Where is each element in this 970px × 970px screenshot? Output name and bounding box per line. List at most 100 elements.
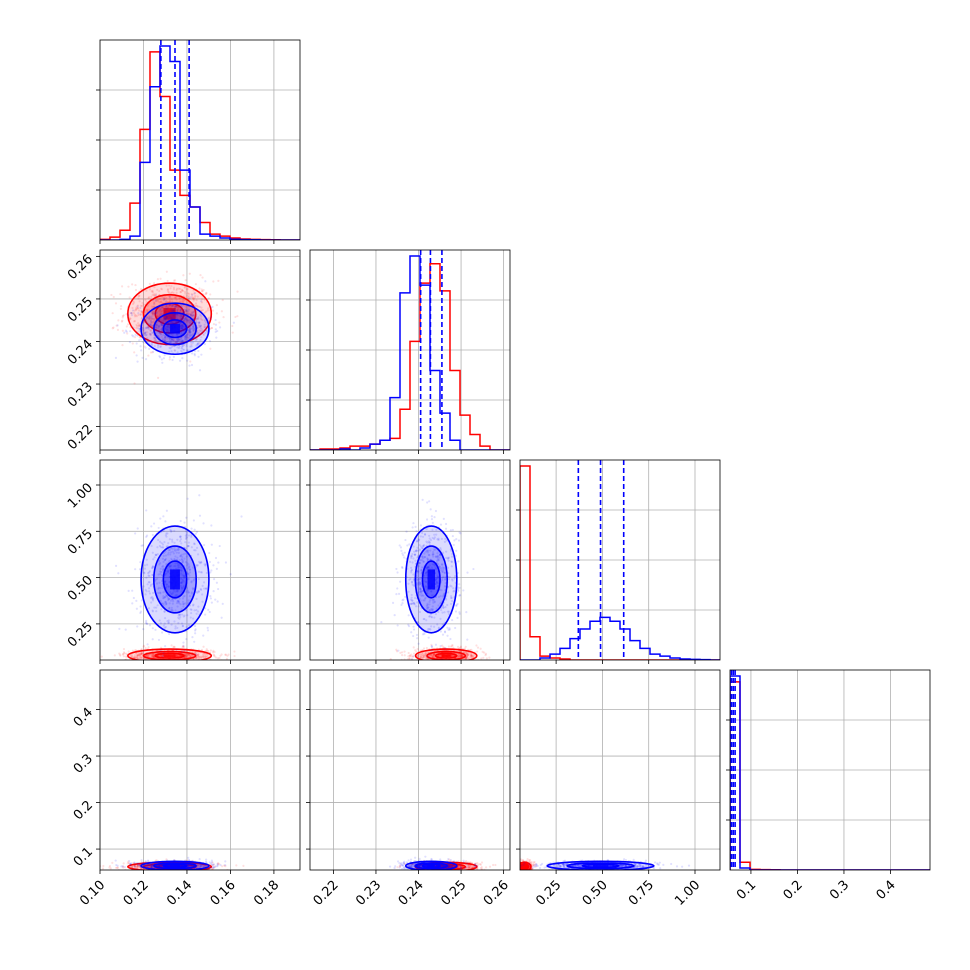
scatter-point [143, 333, 146, 337]
scatter-point [150, 305, 154, 308]
scatter-point [203, 319, 206, 322]
scatter-point [199, 655, 203, 658]
scatter-point [154, 553, 157, 556]
scatter-point [150, 865, 153, 868]
scatter-point [121, 314, 125, 318]
scatter-point [164, 600, 167, 603]
scatter-point [191, 314, 194, 317]
scatter-point [409, 602, 412, 606]
scatter-point [209, 317, 212, 321]
scatter-point [180, 650, 184, 653]
scatter-point [446, 626, 449, 629]
scatter-point [169, 553, 172, 556]
scatter-point [136, 527, 139, 530]
scatter-point [208, 551, 211, 555]
scatter-point [170, 530, 173, 533]
scatter-point [158, 544, 162, 548]
scatter-point [443, 631, 447, 634]
scatter-point [125, 313, 128, 316]
scatter-point [200, 298, 203, 301]
scatter-point [139, 313, 142, 316]
scatter-point [190, 345, 193, 348]
scatter-point [150, 311, 153, 314]
scatter-point [149, 584, 152, 588]
scatter-point [200, 660, 202, 662]
scatter-point [170, 285, 173, 288]
scatter-point [171, 317, 174, 320]
scatter-point [134, 283, 137, 287]
scatter-point [433, 653, 436, 656]
scatter-point [136, 871, 138, 873]
scatter-point [124, 628, 127, 631]
scatter-point [168, 300, 171, 303]
scatter-point [399, 580, 402, 583]
scatter-point [151, 565, 154, 568]
scatter-point [210, 569, 213, 572]
scatter-point [181, 660, 183, 662]
scatter-point [198, 863, 201, 867]
scatter-point [200, 588, 203, 591]
scatter-point [204, 655, 207, 658]
scatter-point [180, 557, 183, 561]
scatter-point [436, 555, 439, 559]
scatter-point [124, 329, 128, 332]
scatter-point [171, 550, 174, 553]
scatter-point [188, 331, 191, 334]
scatter-point [139, 313, 142, 316]
scatter-point [167, 323, 170, 326]
scatter-point [129, 663, 131, 665]
scatter-point [188, 272, 191, 275]
scatter-point [174, 320, 177, 323]
scatter-point [412, 545, 415, 548]
scatter-point [176, 313, 179, 316]
scatter-point [168, 297, 171, 300]
scatter-point [185, 625, 188, 629]
scatter-point [202, 864, 206, 868]
y-tick-label: 0.50 [65, 573, 96, 604]
scatter-point [197, 331, 200, 334]
scatter-point [418, 562, 421, 565]
scatter-point [419, 590, 422, 593]
scatter-point [479, 647, 482, 650]
scatter-point [187, 544, 190, 548]
scatter-point [179, 535, 182, 539]
scatter-point [101, 867, 105, 870]
scatter-point [179, 310, 182, 313]
scatter-point [401, 552, 404, 555]
scatter-point [140, 652, 143, 656]
scatter-point [212, 866, 215, 869]
scatter-point [465, 656, 468, 659]
scatter-point [454, 554, 457, 557]
scatter-point [142, 328, 145, 331]
scatter-point [197, 864, 200, 867]
scatter-point [200, 288, 203, 291]
scatter-point [152, 654, 155, 657]
scatter-point [443, 585, 447, 588]
scatter-point [182, 641, 185, 644]
scatter-point [138, 654, 142, 657]
scatter-point [196, 317, 199, 320]
scatter-point [209, 597, 213, 600]
scatter-point [175, 287, 179, 290]
scatter-point [137, 653, 141, 656]
scatter-point [442, 606, 445, 609]
scatter-point [199, 317, 203, 320]
scatter-point [184, 602, 187, 605]
scatter-point [424, 585, 427, 588]
scatter-point [180, 325, 183, 328]
scatter-point [152, 350, 155, 353]
scatter-point [165, 326, 169, 329]
scatter-point [168, 332, 171, 335]
scatter-point [151, 610, 155, 613]
scatter-point [186, 359, 189, 362]
scatter-point [161, 543, 165, 546]
scatter-point [185, 536, 188, 539]
scatter-point [170, 608, 174, 612]
histogram-blue [520, 616, 720, 660]
scatter-point [174, 870, 176, 872]
scatter-point [136, 304, 140, 307]
scatter-point [410, 596, 413, 599]
scatter-point [211, 868, 214, 870]
scatter-point [428, 553, 431, 557]
scatter-point [180, 553, 183, 556]
